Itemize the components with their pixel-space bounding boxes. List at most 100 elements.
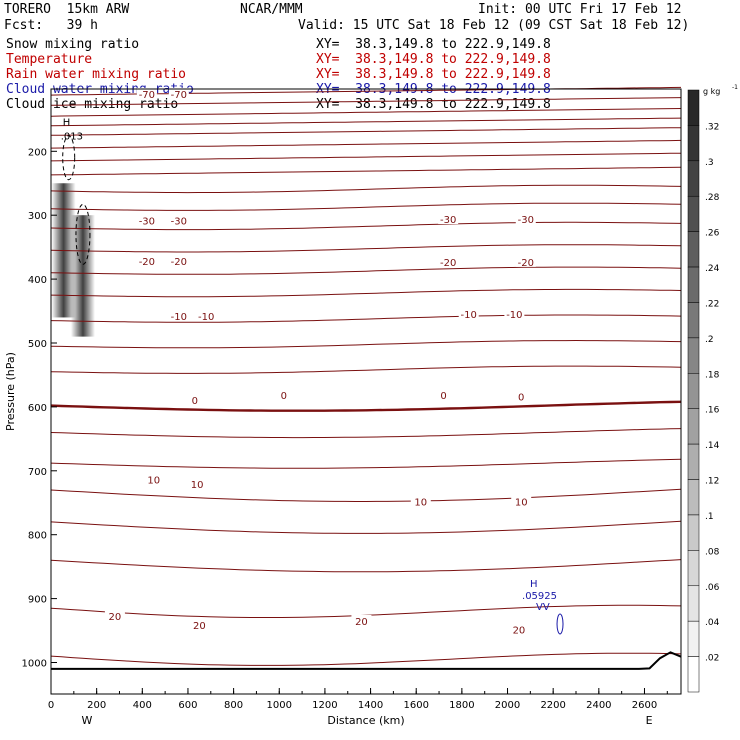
isotherm-line (50, 117, 682, 127)
contour-label-bg (136, 87, 157, 99)
contour-label: -20 (440, 258, 456, 269)
cloud-ice-contour (75, 203, 91, 265)
isotherm-line (50, 652, 682, 666)
contour-label-bg (273, 388, 294, 400)
colorbar-swatch (687, 160, 700, 197)
contour-label-bg (458, 308, 479, 320)
colorbar-tick-label: .16 (705, 406, 720, 416)
colorbar-tick-label: .04 (705, 618, 720, 628)
contour-label: 10 (414, 497, 427, 508)
x-tick-label: 200 (87, 700, 106, 711)
isotherm-line (50, 152, 682, 162)
contour-label: -10 (198, 312, 214, 323)
contour-label-bg (351, 614, 372, 626)
valid-time: Valid: 15 UTC Sat 18 Feb 12 (09 CST Sat … (298, 18, 690, 33)
contour-label: -10 (171, 312, 187, 323)
cloud-ice-contour (62, 135, 76, 181)
contour-label-bg (504, 308, 525, 320)
isotherm-line (50, 97, 682, 106)
isotherm-line (50, 184, 682, 194)
y-tick-label: 1000 (22, 659, 47, 670)
contour-label: 20 (355, 617, 368, 628)
contour-label-bg (511, 390, 532, 402)
x-tick-label: 2600 (632, 700, 657, 711)
colorbar-swatch (687, 337, 700, 374)
init-time: Init: 00 UTC Fri 17 Feb 12 (478, 2, 682, 17)
colorbar-tick-label: .28 (705, 193, 720, 203)
field-xy-temperature: XY= 38.3,149.8 to 222.9,149.8 (316, 52, 551, 67)
cloud-water-vv-label: VV (536, 602, 550, 613)
isotherm-line (50, 428, 682, 439)
cloud-water-contour (556, 613, 564, 635)
colorbar-tick-label: .06 (705, 583, 720, 593)
contour-label: 10 (191, 480, 204, 491)
contour-label-bg (168, 214, 189, 226)
plot-border (50, 88, 682, 695)
colorbar-swatch (687, 550, 700, 587)
y-tick-label: 200 (28, 147, 47, 158)
contour-label: 20 (109, 612, 122, 623)
contour-label: -30 (139, 216, 155, 227)
contour-label: -10 (461, 310, 477, 321)
x-tick-label: 2000 (495, 700, 520, 711)
contour-label-bg (136, 214, 157, 226)
colorbar-tick-label: .3 (705, 158, 714, 168)
field-label-cloud-ice: Cloud ice mixing ratio (6, 97, 179, 112)
contour-label-bg (196, 310, 217, 322)
x-tick-label: 2400 (586, 700, 611, 711)
contour-label-bg (511, 495, 532, 507)
contour-label-bg (515, 213, 536, 225)
cloud-water-max-value: .05925 (522, 591, 557, 602)
isotherm-line (50, 244, 682, 253)
isotherm-line (50, 266, 682, 275)
field-label-temperature: Temperature (6, 52, 93, 67)
field-xy-rain: XY= 38.3,149.8 to 222.9,149.8 (316, 67, 551, 82)
colorbar-swatch (687, 302, 700, 339)
colorbar-swatch (687, 373, 700, 409)
colorbar-tick-label: .2 (705, 335, 714, 345)
contour-label: -20 (518, 258, 534, 269)
colorbar-swatch (687, 231, 700, 268)
isotherm-line (50, 288, 682, 298)
contour-label: 20 (513, 625, 526, 636)
snow-shading-layer (51, 183, 95, 337)
y-tick-label: 400 (28, 275, 47, 286)
colorbar-tick-label: .22 (705, 299, 719, 309)
contour-label: 0 (281, 391, 287, 402)
colorbar-tick-label: .14 (705, 441, 720, 451)
isotherm-line (50, 488, 682, 502)
colorbar-swatch (687, 195, 700, 232)
contour-label-bg (104, 609, 125, 621)
contour-label: 10 (515, 497, 528, 508)
colorbar-tick-label: .32 (705, 122, 719, 132)
axes-layer: 0 200 400 600 800 1000 1200 1400 1600 1800 2000 220… (4, 147, 668, 727)
contour-label-bg (184, 393, 205, 405)
x-tick-label: 1200 (312, 700, 337, 711)
colorbar-swatch (687, 514, 700, 551)
snow-shading-2 (70, 215, 95, 337)
temperature-isotherms-layer (50, 86, 682, 666)
contour-label: -10 (506, 310, 522, 321)
x-axis-title: Distance (km) (327, 714, 404, 727)
y-tick-label: 600 (28, 403, 47, 414)
terrain-line (51, 651, 682, 670)
contour-label-bg (508, 623, 529, 635)
isotherm-line (50, 166, 682, 176)
colorbar-tick-label: .24 (705, 264, 720, 274)
contour-labels-layer: -70 -70-30 -30 -30 -30-20 -20 -20 -20-10 -10 -10-… (104, 87, 536, 636)
x-tick-label: 600 (178, 700, 197, 711)
colorbar-tick-label: .26 (705, 229, 720, 239)
isotherm-line (50, 559, 682, 573)
organization-label: NCAR/MMM (240, 2, 303, 17)
y-tick-label: 700 (28, 467, 47, 478)
contour-label: -30 (440, 215, 456, 226)
contour-label-bg (438, 213, 459, 225)
isotherm-line (50, 108, 682, 117)
colorbar-tick-label: .08 (705, 547, 720, 557)
contour-label: -30 (518, 215, 534, 226)
isotherm-line (50, 339, 682, 349)
contour-label-bg (168, 255, 189, 267)
colorbar: .32 .3 .28 .26 .24 .22 .2 .18 .16 .14 .12 .1 .08 .06.… (687, 84, 738, 693)
